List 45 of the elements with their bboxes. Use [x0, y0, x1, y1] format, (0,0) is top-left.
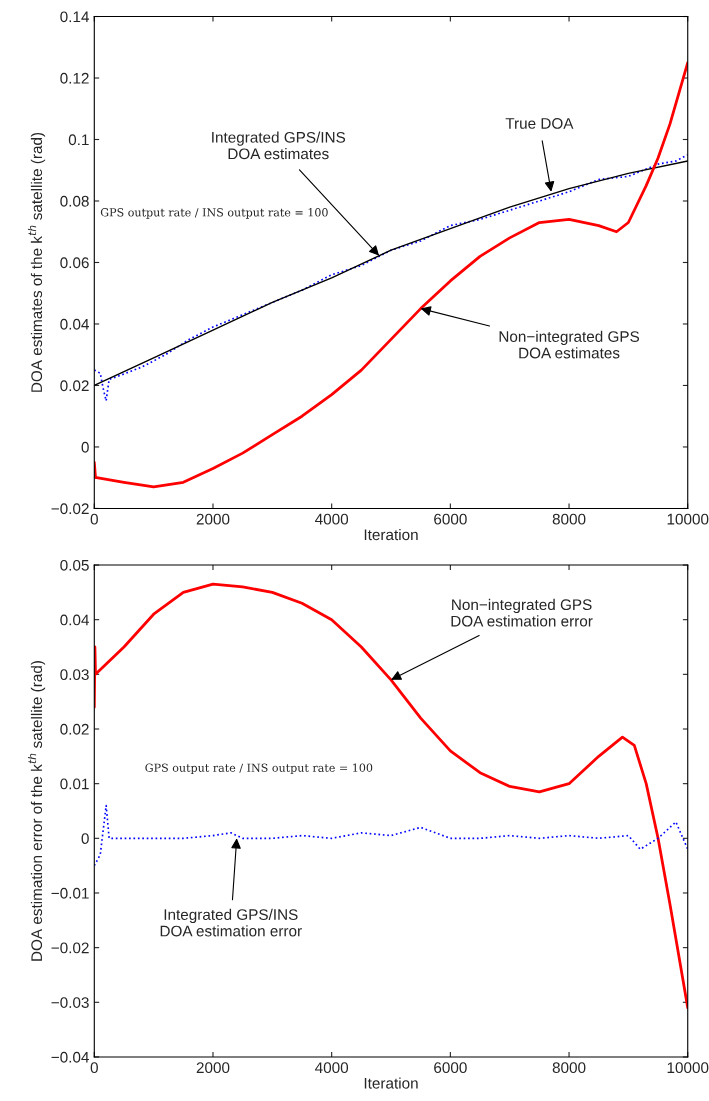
x-tick-label: 8000	[552, 513, 586, 525]
y-tick-label: −0.03	[51, 997, 89, 1008]
x-tick-label: 0	[90, 513, 98, 525]
annotation: True DOA	[505, 118, 574, 129]
y-tick-label: 0	[81, 833, 89, 845]
x-tick-label: 6000	[434, 1062, 467, 1074]
y-tick-label: −0.02	[51, 503, 89, 515]
y-tick-label: 0.03	[60, 669, 89, 681]
y-tick-label: 0.08	[60, 195, 89, 207]
line-series	[94, 582, 688, 1010]
annotation: Integrated GPS/INS DOA estimation error	[160, 908, 302, 937]
y-tick-label: −0.01	[51, 887, 89, 899]
x-tick-label: 2000	[196, 513, 230, 525]
y-axis-title: DOA estimates of the k$^{th}$ satellite (rad)	[27, 132, 46, 392]
x-tick-label: 8000	[552, 1062, 586, 1074]
line-series	[94, 61, 688, 489]
annotation: Integrated GPS/INS DOA estimates	[212, 131, 346, 160]
line-series	[94, 804, 688, 867]
x-tick-label: 0	[90, 1062, 98, 1074]
y-tick-label: −0.04	[51, 1051, 89, 1063]
y-tick-label: 0.1	[68, 134, 89, 146]
x-axis-title: Iteration	[364, 1077, 418, 1089]
y-axis-title: DOA estimation error of the k$^{th}$ satellite (rad)	[27, 661, 46, 961]
x-tick-label: 2000	[196, 1062, 230, 1074]
y-tick-label: 0.04	[60, 614, 89, 626]
y-tick-label: 0.02	[60, 723, 89, 735]
x-axis-title: Iteration	[364, 528, 418, 541]
y-tick-label: 0	[81, 441, 89, 453]
y-tick-label: 0.05	[60, 559, 89, 571]
y-tick-label: 0.04	[60, 318, 89, 330]
y-tick-label: 0.14	[60, 11, 89, 23]
y-tick-label: 0.12	[60, 72, 89, 84]
annotation: GPS output rate / INS output rate = 100	[145, 763, 373, 775]
x-tick-label: 4000	[315, 513, 349, 525]
x-tick-label: 10000	[667, 1062, 709, 1074]
annotation: Non−integrated GPS DOA estimates	[499, 330, 640, 359]
y-tick-label: −0.02	[51, 942, 89, 954]
y-tick-label: 0.06	[60, 257, 89, 269]
annotation: GPS output rate / INS output rate = 100	[100, 208, 328, 219]
y-tick-label: 0.01	[60, 778, 89, 790]
x-tick-label: 6000	[434, 513, 467, 525]
annotation: Non−integrated GPS DOA estimation error	[451, 598, 593, 627]
x-tick-label: 4000	[315, 1062, 349, 1074]
x-tick-label: 10000	[667, 513, 709, 525]
y-tick-label: 0.02	[60, 380, 89, 392]
